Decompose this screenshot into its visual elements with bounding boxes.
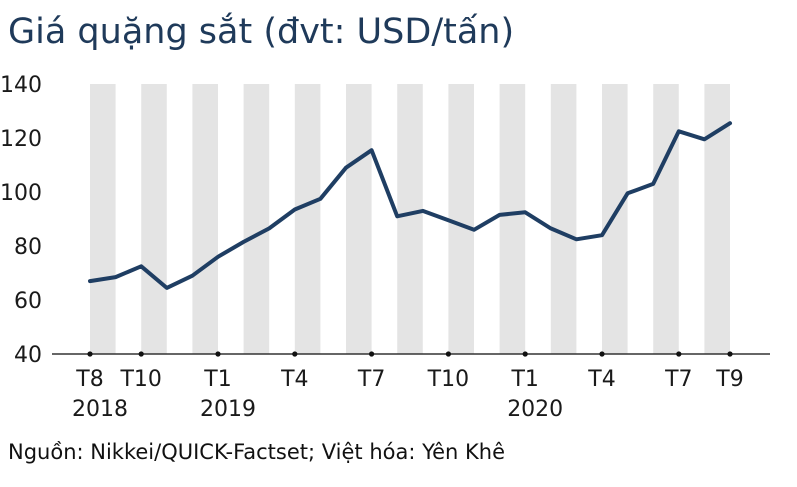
month-band: [294, 84, 321, 354]
y-tick-label: 100: [0, 181, 42, 206]
x-tick-mark: [599, 351, 605, 357]
x-tick-mark: [215, 351, 221, 357]
x-tick-month: T7: [664, 367, 692, 392]
x-tick-mark: [676, 351, 682, 357]
source-note: Nguồn: Nikkei/QUICK-Factset; Việt hóa: Y…: [8, 440, 506, 464]
month-band: [243, 84, 270, 354]
month-band: [346, 84, 372, 354]
y-tick-label: 60: [14, 289, 42, 314]
month-band: [602, 84, 628, 354]
x-tick-mark: [522, 351, 528, 357]
chart-title: Giá quặng sắt (đvt: USD/tấn): [8, 12, 515, 52]
y-axis-ticks: 40 60 80 100 120 140: [0, 73, 42, 368]
x-tick-month: T7: [357, 367, 385, 392]
month-band: [448, 84, 474, 354]
month-band: [141, 84, 167, 354]
x-tick-month: T8: [75, 367, 103, 392]
x-tick-month: T1: [510, 367, 538, 392]
x-tick-mark: [727, 351, 733, 357]
month-band: [397, 84, 423, 354]
x-tick-mark: [445, 351, 451, 357]
month-band: [90, 84, 116, 354]
y-tick-label: 80: [14, 235, 42, 260]
x-tick-mark: [138, 351, 144, 357]
iron-ore-price-chart: 40 60 80 100 120 140 T8 2018 T10 T1 2019 T4 T7 T10 T1…: [0, 73, 770, 422]
x-tick-year: 2018: [72, 397, 128, 422]
x-tick-month: T1: [203, 367, 231, 392]
price-series-line: [88, 121, 732, 290]
x-axis-ticks: T8 2018 T10 T1 2019 T4 T7 T10 T1 2020 T4 T7 T9: [72, 351, 744, 422]
x-tick-mark: [369, 351, 375, 357]
x-tick-month: T10: [427, 367, 469, 392]
x-tick-mark: [87, 351, 93, 357]
month-band: [192, 84, 218, 354]
month-band: [653, 84, 679, 354]
y-tick-label: 140: [0, 73, 42, 98]
x-tick-month: T10: [119, 367, 161, 392]
month-bands: [90, 84, 730, 354]
y-tick-label: 40: [14, 343, 42, 368]
month-band: [550, 84, 577, 354]
y-tick-label: 120: [0, 127, 42, 152]
x-tick-month: T9: [715, 367, 743, 392]
x-tick-month: T4: [587, 367, 615, 392]
x-tick-month: T4: [280, 367, 308, 392]
x-tick-year: 2020: [507, 397, 563, 422]
month-band: [499, 84, 526, 354]
x-tick-mark: [292, 351, 298, 357]
x-tick-year: 2019: [200, 397, 256, 422]
